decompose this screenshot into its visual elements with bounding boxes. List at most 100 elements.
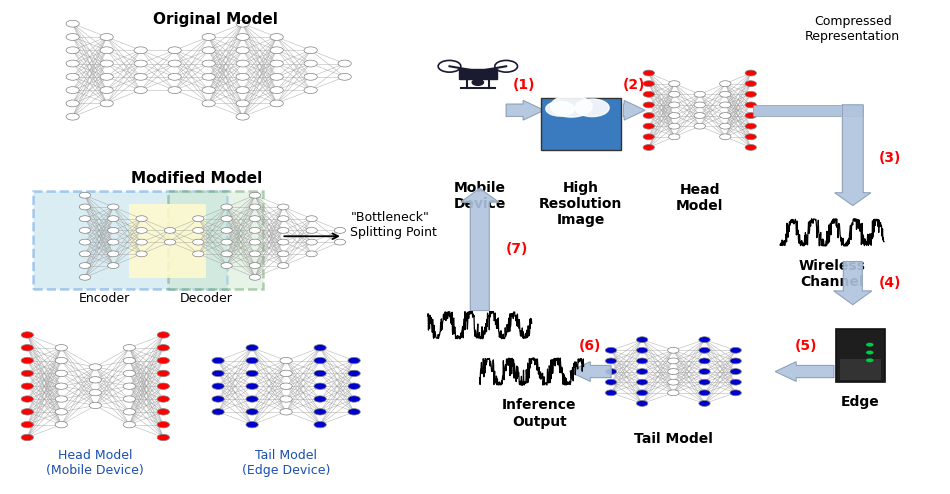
Circle shape <box>730 358 741 364</box>
Circle shape <box>107 239 119 245</box>
Text: Edge: Edge <box>841 395 880 409</box>
FancyBboxPatch shape <box>33 191 227 288</box>
Circle shape <box>636 401 648 407</box>
Circle shape <box>314 345 326 351</box>
Circle shape <box>745 81 756 86</box>
Circle shape <box>21 434 33 441</box>
Circle shape <box>221 263 233 269</box>
Circle shape <box>699 369 711 374</box>
Circle shape <box>66 47 79 54</box>
Circle shape <box>79 204 90 210</box>
Circle shape <box>236 60 249 67</box>
Circle shape <box>89 364 102 370</box>
Text: Encoder: Encoder <box>79 292 130 305</box>
Text: Tail Model
(Edge Device): Tail Model (Edge Device) <box>242 449 331 477</box>
Circle shape <box>314 383 326 389</box>
Circle shape <box>699 347 711 353</box>
Circle shape <box>348 409 360 415</box>
Text: Tail Model: Tail Model <box>634 432 712 446</box>
Circle shape <box>694 113 706 119</box>
Circle shape <box>55 396 67 402</box>
Text: Inference
Output: Inference Output <box>502 399 577 429</box>
Circle shape <box>314 396 326 402</box>
Circle shape <box>270 34 283 41</box>
Text: Mobile
Device: Mobile Device <box>453 181 506 211</box>
Circle shape <box>21 421 33 428</box>
Circle shape <box>89 402 102 409</box>
Circle shape <box>212 383 224 389</box>
Circle shape <box>334 239 346 245</box>
Polygon shape <box>623 100 645 120</box>
Text: Original Model: Original Model <box>153 12 277 27</box>
Circle shape <box>157 434 169 441</box>
Circle shape <box>236 100 249 107</box>
Circle shape <box>304 60 317 67</box>
Circle shape <box>348 357 360 364</box>
Circle shape <box>348 370 360 376</box>
Circle shape <box>280 409 293 415</box>
Polygon shape <box>461 188 499 311</box>
Circle shape <box>605 369 617 374</box>
Circle shape <box>212 370 224 376</box>
Circle shape <box>136 239 147 245</box>
Circle shape <box>168 74 181 80</box>
Circle shape <box>338 60 352 67</box>
Circle shape <box>136 251 147 257</box>
Circle shape <box>669 123 680 129</box>
Circle shape <box>745 91 756 97</box>
Circle shape <box>100 34 113 41</box>
Circle shape <box>745 102 756 108</box>
Circle shape <box>107 263 119 269</box>
Circle shape <box>636 379 648 385</box>
Bar <box>752 105 864 116</box>
Circle shape <box>193 239 204 245</box>
Circle shape <box>745 70 756 76</box>
Circle shape <box>348 396 360 402</box>
Text: (6): (6) <box>580 339 601 353</box>
Text: High
Resolution
Image: High Resolution Image <box>539 181 622 227</box>
Circle shape <box>270 100 283 107</box>
Circle shape <box>79 216 90 222</box>
Circle shape <box>236 113 249 120</box>
Polygon shape <box>569 362 611 381</box>
Circle shape <box>669 81 680 86</box>
Circle shape <box>79 227 90 233</box>
Circle shape <box>668 347 679 353</box>
Circle shape <box>699 379 711 385</box>
Circle shape <box>719 81 731 86</box>
Circle shape <box>730 369 741 374</box>
Circle shape <box>21 357 33 364</box>
Circle shape <box>107 204 119 210</box>
Circle shape <box>100 86 113 93</box>
Circle shape <box>21 396 33 402</box>
Text: Wireless
Channel: Wireless Channel <box>799 259 865 289</box>
Circle shape <box>221 204 233 210</box>
Circle shape <box>21 345 33 351</box>
Circle shape <box>55 357 67 364</box>
Circle shape <box>643 81 655 86</box>
Text: (5): (5) <box>794 339 817 353</box>
Circle shape <box>249 251 260 257</box>
Circle shape <box>221 239 233 245</box>
Circle shape <box>668 379 679 385</box>
Circle shape <box>719 134 731 140</box>
Circle shape <box>551 95 592 117</box>
Circle shape <box>66 60 79 67</box>
Circle shape <box>66 113 79 120</box>
Circle shape <box>202 47 216 54</box>
Circle shape <box>246 409 258 415</box>
Circle shape <box>124 409 136 415</box>
Circle shape <box>136 227 147 233</box>
Circle shape <box>745 123 756 129</box>
Circle shape <box>249 274 260 280</box>
Polygon shape <box>459 69 497 80</box>
Text: "Bottleneck"
Splitting Point: "Bottleneck" Splitting Point <box>351 211 437 239</box>
Circle shape <box>334 227 346 233</box>
Circle shape <box>168 86 181 93</box>
Circle shape <box>21 332 33 338</box>
Polygon shape <box>835 105 871 206</box>
Circle shape <box>164 239 176 245</box>
Circle shape <box>107 216 119 222</box>
Circle shape <box>134 74 147 80</box>
Circle shape <box>236 74 249 80</box>
